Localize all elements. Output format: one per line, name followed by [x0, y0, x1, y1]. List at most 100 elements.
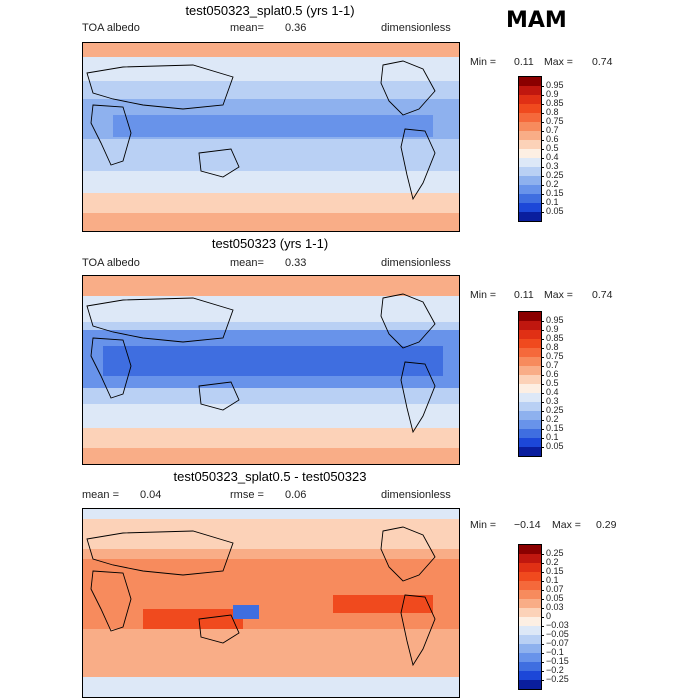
panel2-colorbar-tick-label: 0.25 — [546, 405, 564, 415]
panel1-colorbar-tick-mark — [541, 140, 544, 141]
panel1-colorbar-swatch — [519, 131, 541, 140]
panel2-colorbar-swatch — [519, 447, 541, 456]
panel1-mean-value: 0.36 — [285, 22, 307, 34]
panel1-map-svg — [83, 43, 459, 231]
panel3-map-svg — [83, 509, 459, 697]
panel3-max-label: Max = — [552, 519, 581, 531]
panel3-colorbar-tick-label: 0.1 — [546, 575, 559, 585]
panel2-coastlines — [86, 293, 436, 434]
panel3-colorbar-tick-label: 0.15 — [546, 566, 564, 576]
panel3-colorbar-tick-label: −0.1 — [546, 647, 564, 657]
panel3-colorbar — [518, 544, 542, 690]
panel1-colorbar-swatch — [519, 140, 541, 149]
panel3-colorbar-tick-label: 0.25 — [546, 548, 564, 558]
panel2-min-label: Min = — [470, 289, 496, 301]
panel2-colorbar-tick-label: 0.95 — [546, 315, 564, 325]
panel2-colorbar-swatch — [519, 375, 541, 384]
panel3-colorbar-tick-label: 0.05 — [546, 593, 564, 603]
panel1-africa — [90, 104, 132, 166]
panel3-arctic-band — [83, 509, 459, 519]
panel1-colorbar-swatch — [519, 185, 541, 194]
panel1-colorbar-tick-mark — [541, 167, 544, 168]
panel3-colorbar-tick-mark — [541, 599, 544, 600]
panel1-units: dimensionless — [381, 22, 451, 34]
panel1-colorbar-swatch — [519, 203, 541, 212]
panel3-north-america — [380, 526, 436, 582]
panel2-colorbar-swatch — [519, 339, 541, 348]
panel3-colorbar-tick-mark — [541, 635, 544, 636]
panel3-north-band — [83, 519, 459, 549]
panel2-eurasia — [86, 297, 234, 343]
panel2-colorbar-swatch — [519, 312, 541, 321]
panel3-coastlines — [86, 526, 436, 667]
panel2-antarctic-band — [83, 448, 459, 464]
panel1-colorbar-swatch — [519, 95, 541, 104]
panel2-mean-label: mean= — [230, 257, 264, 269]
panel2-colorbar-tick-mark — [541, 411, 544, 412]
panel2-colorbar-tick-mark — [541, 321, 544, 322]
panel2-colorbar-tick-label: 0.2 — [546, 414, 559, 424]
panel2-colorbar-tick-label: 0.05 — [546, 441, 564, 451]
panel2-colorbar-tick-label: 0.8 — [546, 342, 559, 352]
panel1-colorbar-tick-mark — [541, 122, 544, 123]
panel1-colorbar-tick-label: 0.8 — [546, 107, 559, 117]
panel2-colorbar-tick-label: 0.1 — [546, 432, 559, 442]
panel3-atlantic-patch — [333, 595, 433, 613]
panel2-south-america — [400, 361, 436, 434]
panel3-colorbar-swatch — [519, 635, 541, 644]
panel3-colorbar-swatch — [519, 554, 541, 563]
panel2-colorbar-swatch — [519, 321, 541, 330]
panel1-map — [82, 42, 460, 232]
panel2-map-svg — [83, 276, 459, 464]
panel2-colorbar-tick-mark — [541, 402, 544, 403]
panel3-africa — [90, 570, 132, 632]
panel1-colorbar-tick-label: 0.95 — [546, 80, 564, 90]
panel1-colorbar-swatch — [519, 167, 541, 176]
panel2-north-midlat-band — [83, 296, 459, 322]
panel2-colorbar-tick-mark — [541, 339, 544, 340]
panel3-colorbar-swatch — [519, 599, 541, 608]
panel3-negative-patch — [233, 605, 259, 619]
panel3-colorbar-tick-mark — [541, 608, 544, 609]
panel1-north-america — [380, 60, 436, 116]
panel1-colorbar-swatch — [519, 176, 541, 185]
panel2-colorbar-tick-mark — [541, 366, 544, 367]
panel3-colorbar-tick-mark — [541, 554, 544, 555]
panel1-colorbar-tick-label: 0.9 — [546, 89, 559, 99]
panel3-colorbar-tick-label: −0.25 — [546, 674, 569, 684]
panel3-colorbar-swatch — [519, 590, 541, 599]
panel3-colorbar-tick-mark — [541, 626, 544, 627]
panel2-south-midlat-band — [83, 404, 459, 428]
panel3-colorbar-tick-label: −0.03 — [546, 620, 569, 630]
panel2-title: test050323 (yrs 1-1) — [211, 236, 329, 251]
panel1-colorbar-tick-label: 0.25 — [546, 170, 564, 180]
panel1-title: test050323_splat0.5 (yrs 1-1) — [185, 3, 355, 18]
panel3-colorbar-tick-mark — [541, 662, 544, 663]
panel2-mean-value: 0.33 — [285, 257, 307, 269]
panel3-colorbar-tick-label: 0.07 — [546, 584, 564, 594]
panel2-colorbar-tick-mark — [541, 348, 544, 349]
panel2-colorbar — [518, 311, 542, 457]
panel1-colorbar-tick-mark — [541, 113, 544, 114]
panel2-colorbar-tick-mark — [541, 330, 544, 331]
panel2-colorbar-swatch — [519, 420, 541, 429]
panel3-colorbar-tick-mark — [541, 572, 544, 573]
panel1-colorbar-tick-label: 0.75 — [546, 116, 564, 126]
panel3-australia — [198, 614, 240, 644]
panel3-colorbar-tick-label: −0.15 — [546, 656, 569, 666]
panel3-colorbar-swatch — [519, 662, 541, 671]
panel1-colorbar-tick-mark — [541, 149, 544, 150]
panel3-south-pacific-patch — [143, 609, 243, 629]
panel1-colorbar-tick-label: 0.05 — [546, 206, 564, 216]
panel1-colorbar-tick-mark — [541, 86, 544, 87]
panel3-antarctic-band — [83, 677, 459, 697]
panel2-africa — [90, 337, 132, 399]
panel1-itcz-band — [113, 115, 433, 137]
panel2-colorbar-swatch — [519, 393, 541, 402]
panel3-colorbar-tick-mark — [541, 581, 544, 582]
panel2-colorbar-tick-mark — [541, 375, 544, 376]
panel2-map — [82, 275, 460, 465]
panel3-mean-label: mean = — [82, 489, 119, 501]
panel1-australia — [198, 148, 240, 178]
panel1-colorbar-swatch — [519, 212, 541, 221]
